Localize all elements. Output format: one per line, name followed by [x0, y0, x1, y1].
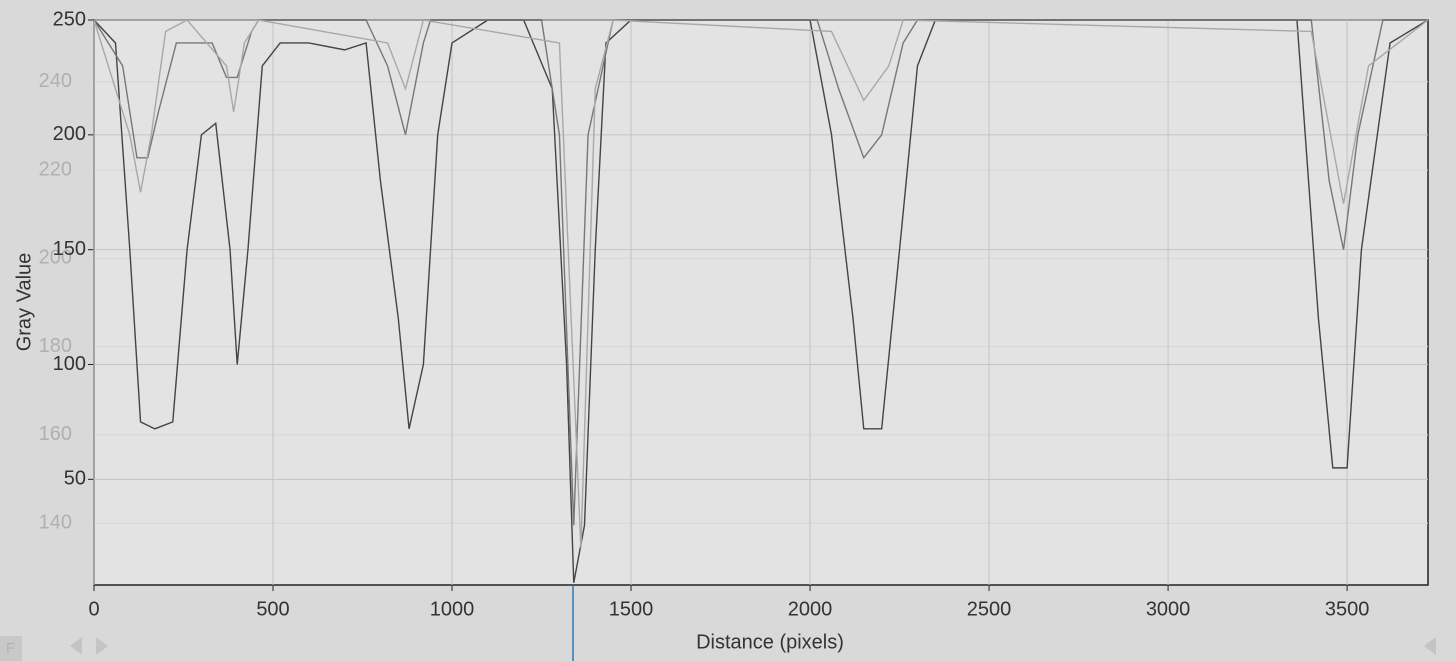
nav-arrows-left[interactable]: [70, 637, 108, 655]
y-tick-label: 100: [53, 353, 86, 375]
x-tick-label: 0: [88, 598, 99, 620]
x-tick-label: 1500: [609, 598, 654, 620]
nav-arrow-right[interactable]: [1424, 637, 1436, 655]
x-tick-label: 2000: [788, 598, 833, 620]
ghost-y-tick-label: 220: [39, 158, 72, 180]
y-tick-label: 150: [53, 238, 86, 260]
f-button[interactable]: [0, 636, 22, 661]
y-tick-label: 250: [53, 8, 86, 30]
x-axis-label: Distance (pixels): [696, 631, 844, 653]
ghost-y-tick-label: 200: [39, 247, 72, 269]
x-tick-label: 500: [256, 598, 289, 620]
plot-area: [93, 19, 1429, 586]
y-tick-label: 50: [64, 468, 86, 490]
y-axis-label: Gray Value: [13, 253, 35, 352]
profile-line: [93, 19, 1428, 526]
x-tick-label: 3500: [1325, 598, 1370, 620]
x-tick-label: 2500: [967, 598, 1012, 620]
ghost-y-tick-label: 140: [39, 511, 72, 533]
x-tick-label: 1000: [430, 598, 475, 620]
f-button-label: F: [6, 640, 15, 656]
profile-line: [93, 19, 1429, 549]
y-tick-label: 200: [53, 123, 86, 145]
x-tick-label: 3000: [1146, 598, 1191, 620]
ghost-y-tick-label: 180: [39, 335, 72, 357]
ghost-y-tick-label: 160: [39, 423, 72, 445]
ghost-y-tick-label: 240: [39, 70, 72, 92]
